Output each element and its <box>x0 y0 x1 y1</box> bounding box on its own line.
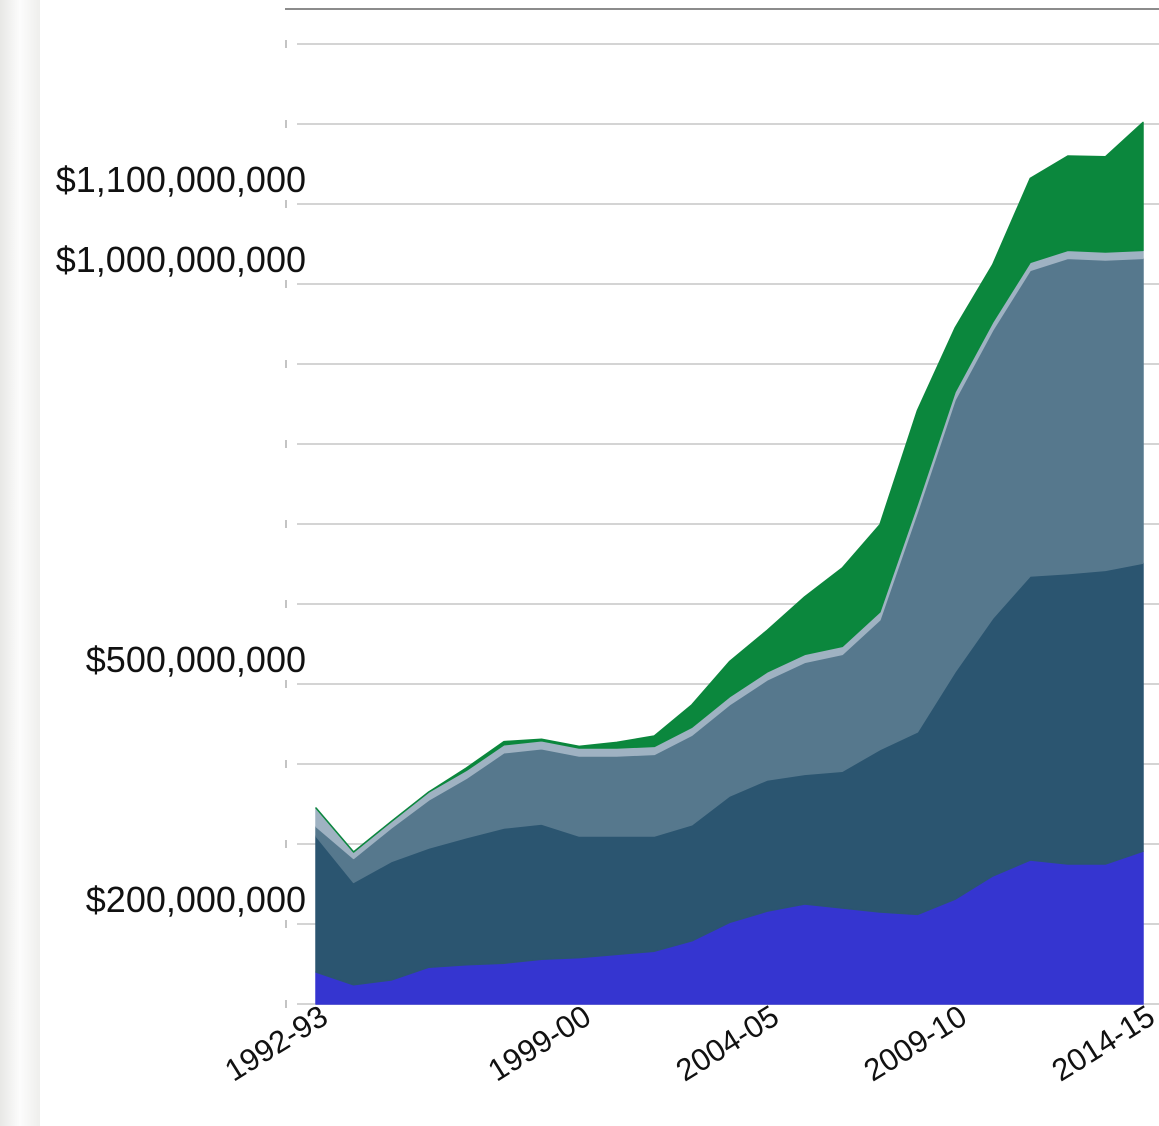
x-tick-label: 2009-10 <box>858 998 973 1088</box>
y-tick-label: $1,100,000,000 <box>56 159 306 200</box>
y-tick-label: $500,000,000 <box>86 639 306 680</box>
y-tick-label: $1,000,000,000 <box>56 239 306 280</box>
areas <box>316 122 1143 1004</box>
x-tick-label: 1999-00 <box>482 998 597 1088</box>
x-tick-label: 2004-05 <box>670 998 785 1088</box>
background-column <box>0 0 40 1126</box>
y-tick-label: $200,000,000 <box>86 879 306 920</box>
x-tick-label: 2014-15 <box>1046 998 1159 1088</box>
x-tick-label: 1992-93 <box>219 998 334 1088</box>
page: {"chart_data": {"type": "stacked-area", … <box>0 0 1159 1126</box>
chart: $200,000,000 $500,000,000 $1,000,000,000 $1… <box>0 0 1159 1126</box>
